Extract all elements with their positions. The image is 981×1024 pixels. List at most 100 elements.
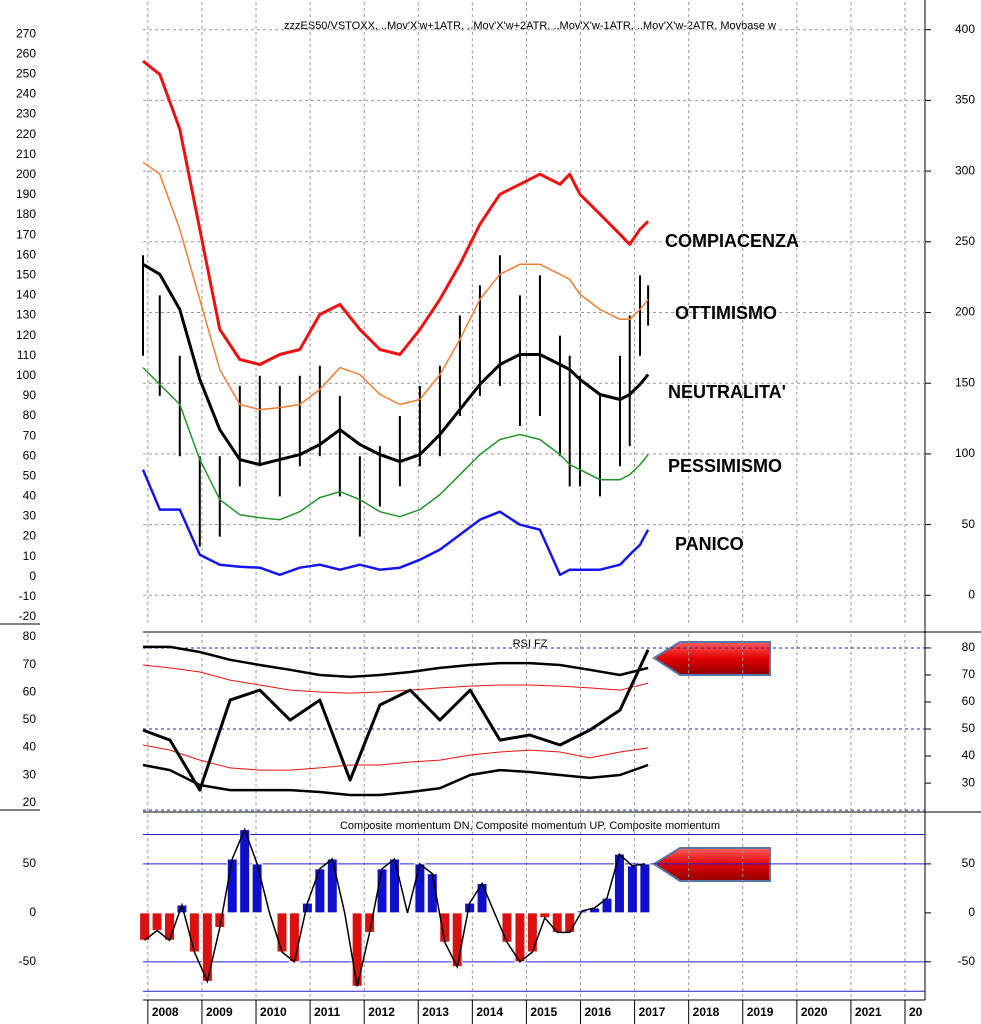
x-tick-label: 2012 [368, 1005, 395, 1019]
y-tick-label: 30 [23, 767, 37, 781]
y2-tick-label: 200 [955, 305, 975, 319]
y2-tick-label: 400 [955, 22, 975, 36]
y-tick-label: 80 [23, 629, 37, 643]
bar [239, 829, 251, 914]
y-tick-label: 160 [16, 247, 36, 261]
y-tick-label: 130 [16, 308, 36, 322]
y-tick-label: 40 [23, 489, 37, 503]
arrow [652, 847, 771, 882]
y-tick-label: 150 [16, 267, 36, 281]
bar [439, 912, 451, 943]
y2-tick-label: 250 [955, 234, 975, 248]
y-tick-label: 90 [23, 388, 37, 402]
bar [151, 912, 163, 931]
x-tick-label: 2021 [855, 1005, 882, 1019]
y-tick-label: 60 [23, 448, 37, 462]
x-tick-label: 2016 [585, 1005, 612, 1019]
bar [163, 912, 175, 941]
x-tick-label: 2020 [801, 1005, 828, 1019]
y2-tick-label: 40 [962, 748, 976, 762]
bar [276, 912, 288, 953]
bar [288, 912, 300, 963]
x-tick-label: 2010 [260, 1005, 287, 1019]
bar [501, 912, 513, 943]
y-tick-label: 270 [16, 26, 36, 40]
series-label: OTTIMISMO [675, 303, 777, 323]
bar [351, 912, 363, 987]
series-line [142, 263, 650, 467]
y-tick-label: 180 [16, 207, 36, 221]
x-tick-label: 2011 [314, 1005, 340, 1019]
bar [188, 912, 200, 953]
bar [551, 912, 563, 933]
y-tick-label: 190 [16, 187, 36, 201]
y-tick-label: -50 [19, 954, 37, 968]
bar [314, 868, 326, 914]
bar [251, 863, 263, 914]
bar [564, 912, 576, 933]
series-label: COMPIACENZA [665, 231, 799, 251]
y-tick-label: 0 [29, 905, 36, 919]
series-line [142, 161, 649, 411]
y-tick-label: -20 [19, 609, 37, 623]
y-tick-label: 50 [23, 712, 37, 726]
bar [201, 912, 213, 982]
y-tick-label: 20 [23, 529, 37, 543]
y2-tick-label: 80 [962, 640, 976, 654]
y2-tick-label: 70 [962, 667, 976, 681]
chart-title: zzzES50/VSTOXX, ..Mov'X'w+1ATR, ..Mov'X'… [284, 20, 776, 32]
panel-title: RSI FZ [513, 638, 548, 650]
x-tick-label: 2008 [152, 1005, 179, 1019]
x-tick-label: 2015 [530, 1005, 557, 1019]
series-label: PESSIMISMO [668, 456, 782, 476]
bar [639, 863, 651, 914]
bar [326, 858, 338, 914]
bar [414, 863, 426, 914]
y-tick-label: 10 [23, 549, 37, 563]
y-tick-label: 170 [16, 227, 36, 241]
bar [526, 912, 538, 953]
y2-tick-label: 350 [955, 93, 975, 107]
series-line [142, 367, 649, 521]
y-tick-label: 210 [16, 147, 36, 161]
y2-tick-label: 0 [968, 905, 975, 919]
bar [613, 853, 625, 914]
series-line [143, 645, 649, 679]
y2-tick-label: 150 [955, 375, 975, 389]
y2-tick-label: 50 [962, 721, 976, 735]
bar [226, 858, 238, 914]
y-tick-label: 50 [23, 856, 37, 870]
y2-tick-label: 60 [962, 694, 976, 708]
y-tick-label: 240 [16, 87, 36, 101]
y2-tick-label: 100 [955, 446, 975, 460]
y-tick-label: 260 [16, 46, 36, 60]
y-tick-label: 60 [23, 684, 37, 698]
series-line [142, 649, 650, 792]
y-tick-label: 120 [16, 328, 36, 342]
bar [514, 912, 526, 963]
y2-tick-label: 0 [968, 587, 975, 601]
y-tick-label: 70 [23, 657, 37, 671]
bar [139, 912, 151, 941]
series-label: PANICO [675, 534, 744, 554]
series-line [142, 59, 650, 366]
x-tick-label: 2019 [747, 1005, 774, 1019]
series-label: NEUTRALITA' [668, 382, 786, 402]
y-tick-label: 230 [16, 107, 36, 121]
x-tick-label: 2013 [422, 1005, 449, 1019]
y-tick-label: 220 [16, 127, 36, 141]
y-tick-label: -10 [19, 589, 37, 603]
y2-tick-label: 50 [962, 856, 976, 870]
y-tick-label: 30 [23, 509, 37, 523]
arrow [652, 641, 771, 676]
y2-tick-label: 30 [962, 775, 976, 789]
bar [626, 865, 638, 914]
y-tick-label: 20 [23, 795, 37, 809]
bar [388, 858, 400, 914]
x-tick-label: 2017 [639, 1005, 666, 1019]
y2-tick-label: -50 [958, 954, 976, 968]
series-line [142, 744, 649, 771]
y-tick-label: 140 [16, 288, 36, 302]
bar [376, 868, 388, 914]
